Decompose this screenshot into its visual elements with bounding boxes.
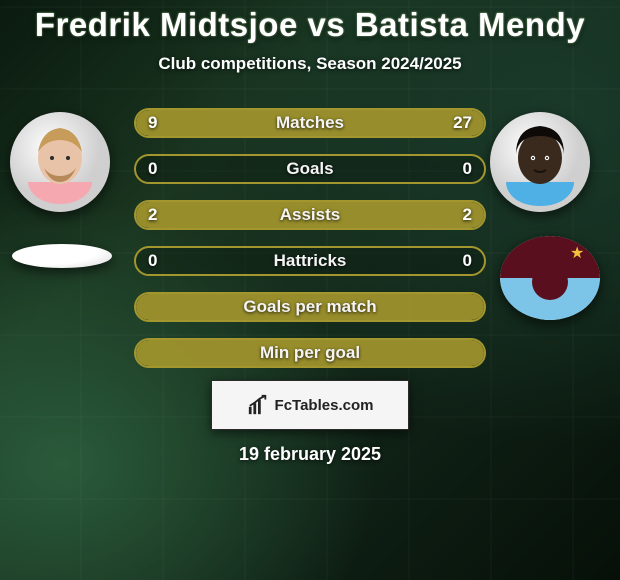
stat-value-right: 27 <box>453 113 472 133</box>
stat-label: Assists <box>280 205 340 225</box>
stat-row: 2 2 Assists <box>134 200 486 230</box>
club-right-badge: ★ <box>500 236 600 320</box>
stat-value-right: 0 <box>463 251 472 271</box>
stat-label: Goals per match <box>243 297 376 317</box>
stat-value-left: 0 <box>148 159 157 179</box>
stat-value-left: 0 <box>148 251 157 271</box>
stat-value-right: 0 <box>463 159 472 179</box>
stat-rows: 9 27 Matches 0 0 Goals 2 2 Assists 0 0 Hattricks Goa… <box>134 108 486 384</box>
watermark-text: FcTables.com <box>275 397 374 414</box>
stat-row: 9 27 Matches <box>134 108 486 138</box>
date-text: 19 february 2025 <box>0 444 620 465</box>
player-left-avatar <box>10 112 110 212</box>
svg-text:★: ★ <box>570 245 584 262</box>
watermark-badge: FcTables.com <box>211 380 409 430</box>
stat-row: Goals per match <box>134 292 486 322</box>
stat-row: 0 0 Hattricks <box>134 246 486 276</box>
stat-row: 0 0 Goals <box>134 154 486 184</box>
stat-label: Matches <box>276 113 344 133</box>
watermark-icon <box>247 394 269 416</box>
page-title: Fredrik Midtsjoe vs Batista Mendy <box>0 6 620 44</box>
stat-label: Hattricks <box>274 251 347 271</box>
stat-label: Min per goal <box>260 343 360 363</box>
player-right-avatar <box>490 112 590 212</box>
comparison-area: ★ 9 27 Matches 0 0 Goals 2 2 Assists 0 0 Hattricks G… <box>0 104 620 374</box>
stat-row: Min per goal <box>134 338 486 368</box>
season-subtitle: Club competitions, Season 2024/2025 <box>0 54 620 74</box>
stat-value-left: 2 <box>148 205 157 225</box>
stat-fill-right <box>223 110 484 136</box>
stat-label: Goals <box>286 159 333 179</box>
stat-value-right: 2 <box>463 205 472 225</box>
stat-value-left: 9 <box>148 113 157 133</box>
club-left-badge <box>12 244 112 268</box>
